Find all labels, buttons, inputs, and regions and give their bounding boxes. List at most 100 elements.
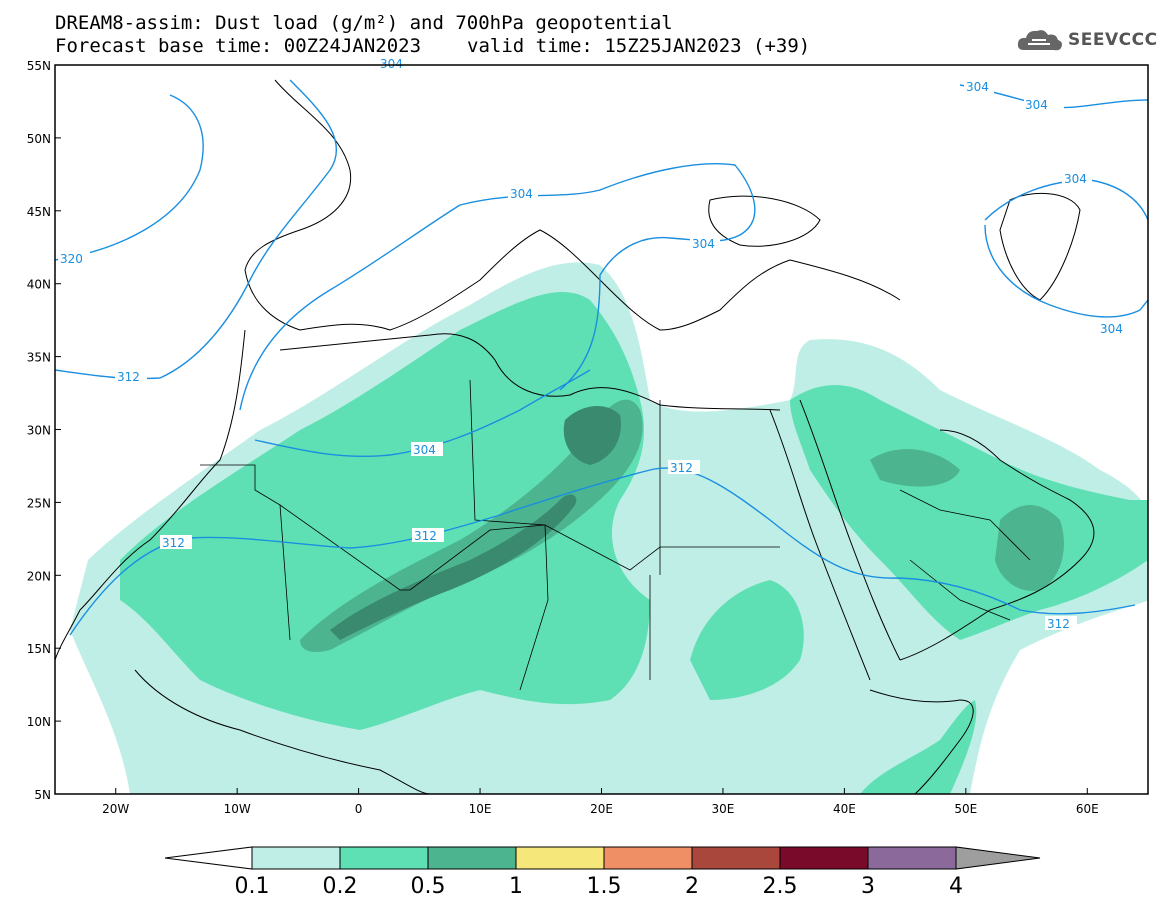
svg-text:304: 304 bbox=[413, 443, 436, 457]
lon-tick-label: 60E bbox=[1076, 802, 1099, 816]
lat-tick-label: 30N bbox=[27, 424, 51, 438]
colorbar-swatch bbox=[867, 846, 957, 870]
lat-tick-label: 50N bbox=[27, 132, 51, 146]
lon-tick-label: 0 bbox=[355, 802, 363, 816]
lat-tick-label: 20N bbox=[27, 569, 51, 583]
country-borders bbox=[200, 379, 1031, 691]
colorbar-label: 2.5 bbox=[763, 874, 798, 899]
red-sea-east-coast bbox=[799, 399, 901, 661]
lat-tick-label: 25N bbox=[27, 496, 51, 510]
contour-label: 320 bbox=[58, 251, 90, 266]
colorbar: 0.1 0.2 0.5 1 1.5 2 2.5 3 4 bbox=[164, 846, 1041, 899]
svg-text:304: 304 bbox=[1064, 172, 1087, 186]
colorbar-under-triangle bbox=[164, 846, 253, 870]
west-africa-coastline bbox=[134, 669, 431, 794]
lat-tick-label: 10N bbox=[27, 715, 51, 729]
coastlines bbox=[55, 79, 1095, 794]
border-segment bbox=[200, 464, 291, 641]
dust-shading bbox=[70, 262, 1148, 794]
svg-text:304: 304 bbox=[966, 80, 989, 94]
cloud-icon bbox=[1017, 30, 1062, 51]
contour-312-west bbox=[55, 79, 337, 380]
map-title: DREAM8-assim: Dust load (g/m²) and 700hP… bbox=[55, 12, 673, 34]
lat-tick-label: 45N bbox=[27, 205, 51, 219]
contour-304-north bbox=[239, 163, 756, 411]
arabia-coastline bbox=[899, 429, 1095, 661]
africa-coastline bbox=[55, 329, 246, 661]
border-segment bbox=[279, 504, 546, 591]
colorbar-swatch bbox=[427, 846, 517, 870]
lat-tick-label: 5N bbox=[34, 788, 51, 802]
valid-time-label: valid time: 15Z25JAN2023 (+39) bbox=[467, 35, 811, 57]
dust-area-medium-arabia bbox=[790, 385, 1148, 640]
contour-312-sahara bbox=[69, 467, 1136, 636]
colorbar-label: 0.5 bbox=[411, 874, 446, 899]
colorbar-over-triangle bbox=[955, 846, 1041, 870]
svg-text:304: 304 bbox=[692, 237, 715, 251]
contour-label: 312 bbox=[115, 369, 147, 384]
lon-tick-label: 40E bbox=[833, 802, 856, 816]
colorbar-label: 3 bbox=[861, 874, 875, 899]
contour-label: 304 bbox=[508, 186, 538, 201]
dust-area-peak bbox=[330, 494, 577, 640]
colorbar-swatch bbox=[779, 846, 869, 870]
contour-label: 304 bbox=[964, 79, 994, 94]
dust-area-peak-libya bbox=[563, 405, 621, 465]
contour-label: 304 bbox=[377, 56, 407, 71]
horn-of-africa-coast bbox=[869, 689, 974, 794]
red-sea-west-coast bbox=[769, 409, 871, 681]
contour-label: 312 bbox=[1045, 616, 1077, 631]
colorbar-label: 0.2 bbox=[323, 874, 358, 899]
dust-area-high-band bbox=[300, 399, 643, 652]
lat-tick-label: 15N bbox=[27, 642, 51, 656]
contour-304-east bbox=[984, 179, 1148, 221]
colorbar-swatch bbox=[251, 846, 341, 870]
seevccc-logo: SEEVCCC bbox=[1016, 26, 1157, 56]
border-segment bbox=[909, 559, 1011, 621]
logo-text: SEEVCCC bbox=[1068, 30, 1158, 50]
longitude-axis: 20W 10W 0 10E 20E 30E 40E 50E 60E bbox=[102, 788, 1099, 816]
lat-tick-label: 40N bbox=[27, 278, 51, 292]
svg-text:304: 304 bbox=[510, 187, 533, 201]
lat-tick-label: 55N bbox=[27, 59, 51, 73]
lat-tick-label: 35N bbox=[27, 351, 51, 365]
lon-tick-label: 50E bbox=[954, 802, 977, 816]
contour-label: 312 bbox=[668, 460, 700, 475]
dust-area-high-iraq bbox=[870, 449, 960, 487]
svg-text:312: 312 bbox=[162, 536, 185, 550]
north-africa-coastline bbox=[279, 333, 781, 411]
contour-label: 304 bbox=[690, 236, 720, 251]
lon-tick-label: 10E bbox=[469, 802, 492, 816]
dust-area-medium-sudan bbox=[690, 580, 804, 700]
lon-tick-label: 10W bbox=[224, 802, 251, 816]
contour-label: 304 bbox=[1062, 171, 1092, 186]
dust-area-medium-horn bbox=[860, 700, 977, 794]
europe-coastline bbox=[244, 79, 901, 331]
contour-label: 304 bbox=[411, 442, 443, 457]
dust-area-medium-sahara bbox=[120, 291, 650, 730]
lon-tick-label: 20W bbox=[102, 802, 129, 816]
svg-text:304: 304 bbox=[1100, 322, 1123, 336]
colorbar-label: 4 bbox=[949, 874, 963, 899]
colorbar-label: 0.1 bbox=[235, 874, 270, 899]
border-segment bbox=[544, 524, 780, 571]
contour-labels: 304 304 304 304 304 304 320 304 312 304 … bbox=[58, 56, 1128, 631]
contour-304-caspian bbox=[984, 224, 1148, 318]
svg-text:312: 312 bbox=[670, 461, 693, 475]
svg-text:304: 304 bbox=[380, 57, 403, 71]
map-subtitle: Forecast base time: 00Z24JAN2023 valid ti… bbox=[55, 35, 810, 57]
dust-area-high-oman bbox=[995, 505, 1064, 591]
border-segment bbox=[899, 489, 1031, 561]
svg-text:312: 312 bbox=[117, 370, 140, 384]
lon-tick-label: 30E bbox=[712, 802, 735, 816]
svg-text:320: 320 bbox=[60, 252, 83, 266]
svg-text:304: 304 bbox=[1025, 98, 1048, 112]
colorbar-label: 2 bbox=[685, 874, 699, 899]
contour-320 bbox=[55, 94, 204, 261]
colorbar-swatch bbox=[603, 846, 693, 870]
black-sea bbox=[708, 195, 821, 247]
caspian-sea bbox=[999, 192, 1081, 301]
lon-tick-label: 20E bbox=[590, 802, 613, 816]
contour-label: 304 bbox=[1024, 97, 1064, 112]
